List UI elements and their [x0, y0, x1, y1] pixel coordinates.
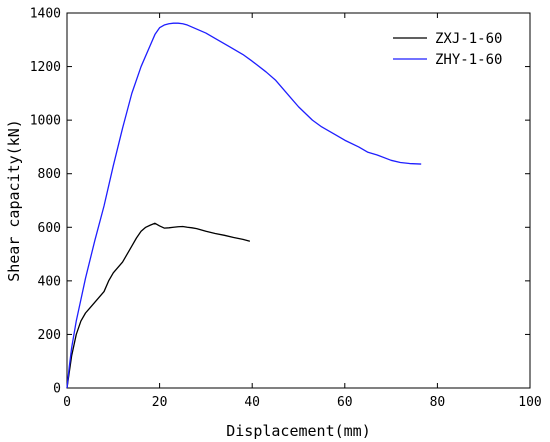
y-tick-label: 600	[38, 221, 61, 236]
x-tick-label: 0	[63, 395, 71, 410]
x-tick-label: 60	[337, 395, 353, 410]
y-tick-label: 400	[38, 274, 61, 289]
y-tick-label: 1000	[30, 114, 61, 129]
plot-frame	[66, 12, 531, 389]
x-tick-label: 80	[430, 395, 446, 410]
plot-area: 0 20 40 60 80 1000200400600800100012001400Dis…	[5, 7, 542, 441]
series-line-zxj-1-60	[66, 222, 251, 389]
y-tick-label: 1400	[30, 7, 61, 22]
legend-label: ZXJ-1-60	[435, 31, 502, 47]
x-axis-label: Displacement(mm)	[226, 422, 371, 440]
y-axis-label: Shear capacity(kN)	[5, 119, 23, 282]
x-tick-label: 40	[244, 395, 260, 410]
y-tick-label: 1200	[30, 60, 61, 75]
legend-label: ZHY-1-60	[435, 52, 502, 68]
x-tick-label: 100	[518, 395, 541, 410]
y-tick-label: 0	[53, 382, 61, 397]
x-tick-label: 20	[152, 395, 168, 410]
y-tick-label: 200	[38, 328, 61, 343]
y-tick-label: 800	[38, 167, 61, 182]
series-line-zhy-1-60	[66, 22, 422, 389]
